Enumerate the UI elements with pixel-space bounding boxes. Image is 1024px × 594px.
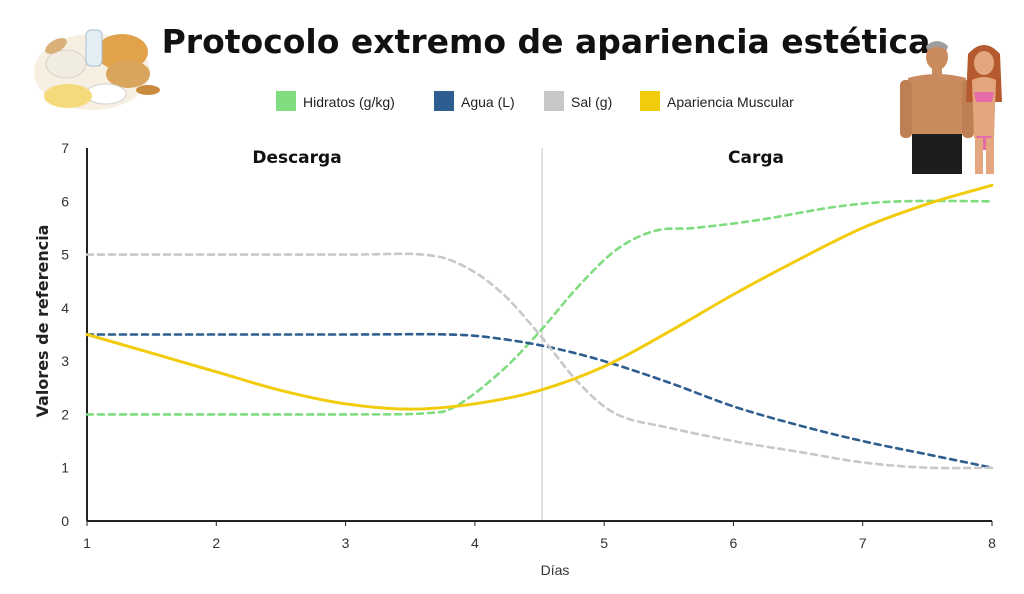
legend-label: Agua (L) — [461, 94, 515, 110]
x-tick-label: 7 — [859, 535, 867, 551]
y-tick-label: 3 — [61, 353, 69, 369]
legend-swatch — [434, 91, 454, 111]
series-line-1 — [85, 199, 994, 416]
y-tick-label: 6 — [61, 193, 69, 209]
series-line-2 — [85, 332, 994, 469]
legend-swatch — [640, 91, 660, 111]
legend-label: Apariencia Muscular — [667, 94, 794, 110]
x-tick-label: 1 — [83, 535, 91, 551]
fitness-couple-photo-icon — [900, 41, 1002, 174]
x-tick-label: 8 — [988, 535, 996, 551]
y-tick-label: 5 — [61, 247, 69, 263]
y-tick-label: 2 — [61, 406, 69, 422]
food-photo-icon — [34, 29, 160, 110]
legend-label: Sal (g) — [571, 94, 612, 110]
region-label-carga: Carga — [728, 148, 784, 168]
x-tick-label: 6 — [730, 535, 738, 551]
chart-title: Protocolo extremo de apariencia estética — [162, 22, 931, 61]
y-tick-label: 4 — [61, 300, 69, 316]
series-layer — [85, 183, 994, 470]
x-tick-label: 3 — [342, 535, 350, 551]
x-axis-title: Días — [541, 562, 570, 578]
x-tick-label: 5 — [600, 535, 608, 551]
legend: Hidratos (g/kg) Agua (L) Sal (g) Apariencia… — [276, 91, 794, 111]
y-tick-label: 1 — [61, 460, 69, 476]
region-label-descarga: Descarga — [252, 148, 341, 168]
x-tick-label: 2 — [212, 535, 220, 551]
x-tick-label: 4 — [471, 535, 479, 551]
y-tick-label: 0 — [61, 513, 69, 529]
y-axis-title: Valores de referencia — [33, 225, 52, 418]
series-line-3 — [85, 252, 994, 470]
y-tick-label: 7 — [61, 140, 69, 156]
legend-swatch — [276, 91, 296, 111]
series-line-4 — [85, 183, 994, 411]
legend-swatch — [544, 91, 564, 111]
legend-label: Hidratos (g/kg) — [303, 94, 395, 110]
